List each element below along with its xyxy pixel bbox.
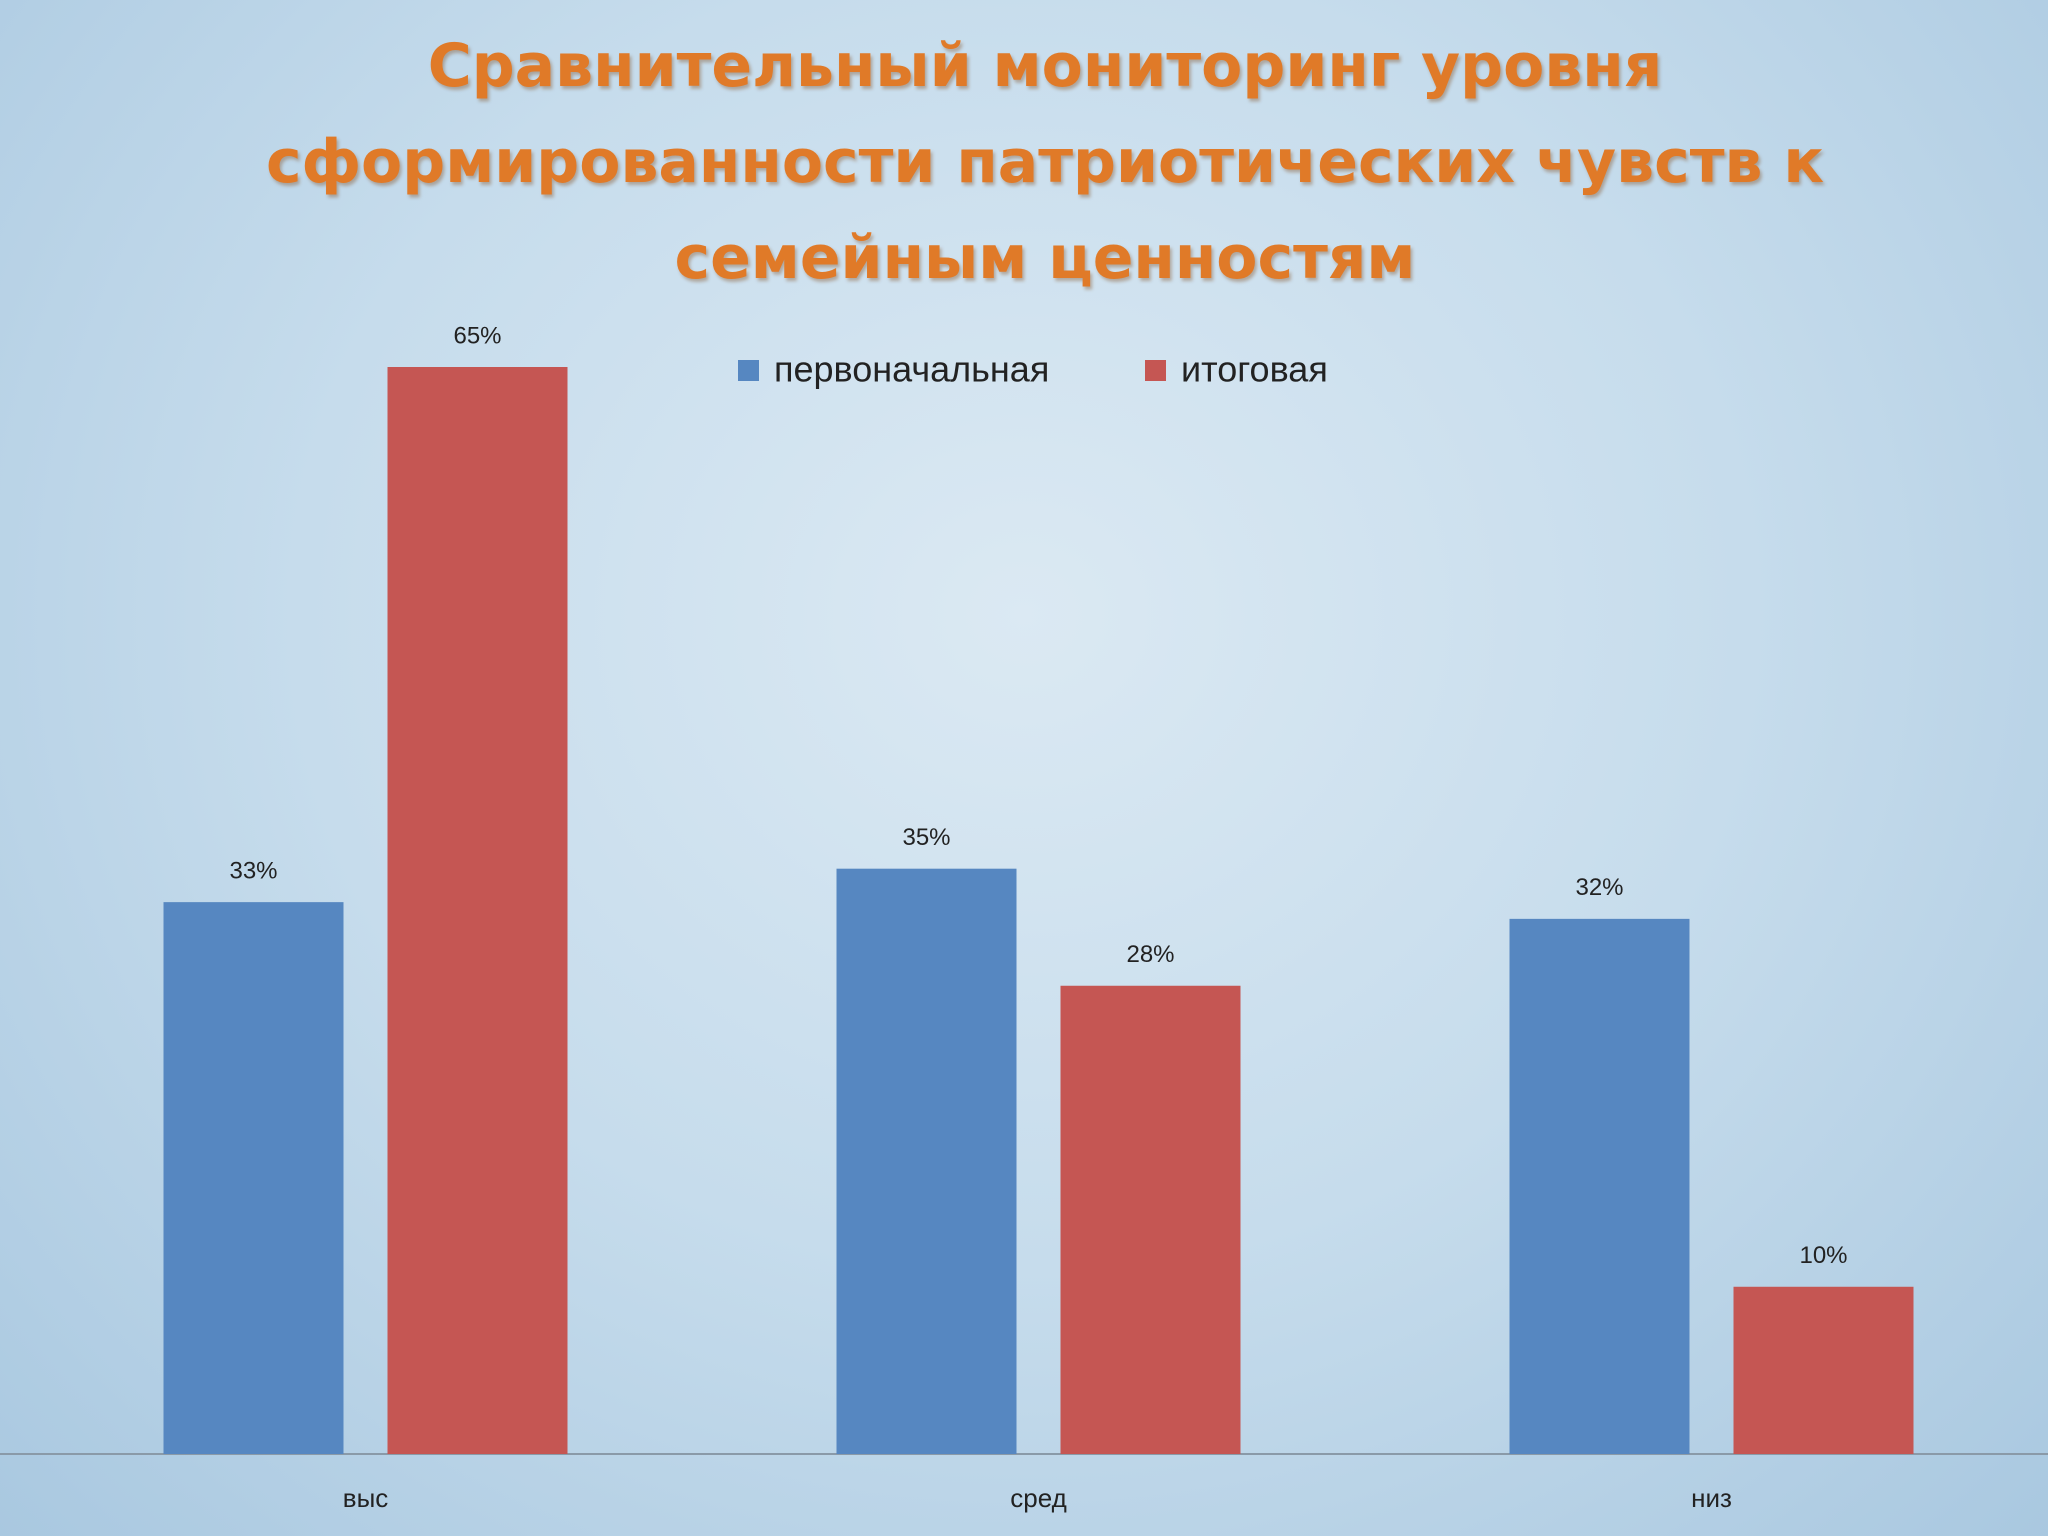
- data-label: 32%: [1575, 874, 1623, 901]
- data-label: 28%: [1126, 941, 1174, 968]
- legend-swatch: [738, 360, 759, 381]
- data-label: 35%: [902, 824, 950, 851]
- x-tick-label: сред: [1010, 1483, 1067, 1513]
- legend-label: первоначальная: [774, 349, 1049, 390]
- legend-swatch: [1145, 360, 1166, 381]
- bar: [387, 367, 568, 1454]
- legend-label: итоговая: [1181, 349, 1328, 390]
- bar: [1733, 1286, 1914, 1454]
- data-label: 10%: [1799, 1242, 1847, 1269]
- data-label: 65%: [453, 322, 501, 349]
- chart-title: Сравнительный мониторинг уровня сформиро…: [265, 31, 1825, 293]
- bar: [1060, 985, 1241, 1454]
- data-label: 33%: [229, 857, 277, 884]
- bar: [163, 902, 344, 1454]
- bar: [836, 868, 1017, 1454]
- x-tick-label: выс: [343, 1483, 389, 1513]
- bar: [1509, 918, 1690, 1454]
- x-tick-label: низ: [1691, 1483, 1732, 1513]
